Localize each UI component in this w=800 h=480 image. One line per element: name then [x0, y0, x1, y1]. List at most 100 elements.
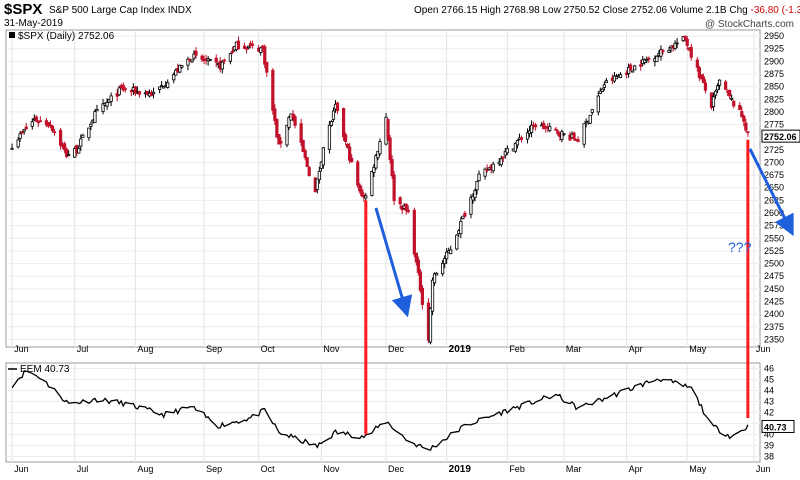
blue-arrow-down-dec	[374, 207, 413, 318]
candle-body	[746, 131, 750, 134]
candle-body	[443, 258, 447, 265]
candle-body	[101, 103, 105, 112]
candle-body	[117, 87, 121, 96]
candle-body	[246, 45, 251, 49]
candle-body	[645, 59, 649, 61]
candle-body	[172, 74, 176, 81]
candle-body	[572, 132, 576, 140]
price-last-value: 2752.06	[764, 132, 797, 142]
candle-body	[95, 109, 99, 112]
candle-body	[596, 95, 600, 113]
candle-body	[562, 133, 566, 136]
candle-body	[713, 90, 718, 96]
candle-body	[329, 121, 334, 126]
eem-y-tick-label: 43	[764, 397, 774, 407]
candle-body	[455, 234, 459, 250]
eem-x-tick-label: Mar	[566, 464, 582, 474]
price-y-tick-label: 2900	[764, 56, 784, 66]
eem-x-tick-label: Sep	[206, 464, 222, 474]
candle-body	[388, 137, 392, 160]
candle-body	[503, 151, 507, 156]
candle-body	[602, 84, 606, 88]
change-value: -36.80 (-1.32%)	[750, 5, 800, 16]
index-name-text: S&P 500 Large Cap Index	[49, 5, 166, 16]
price-y-tick-label: 2825	[764, 94, 784, 104]
candle-body	[715, 85, 720, 91]
candle-body	[732, 100, 736, 107]
candle-body	[50, 125, 55, 132]
candle-body	[186, 58, 190, 66]
price-last-value-box	[761, 129, 800, 143]
candle-body	[627, 67, 631, 74]
candle-body	[137, 91, 142, 95]
candle-body	[604, 80, 608, 84]
candle-body	[582, 123, 586, 145]
price-y-tick-label: 2425	[764, 296, 784, 306]
chart-date: 31-May-2019	[4, 18, 63, 29]
candle-body	[667, 49, 671, 53]
candle-body	[46, 122, 51, 127]
candle-body	[483, 168, 487, 177]
candle-body	[639, 64, 643, 67]
candle-body	[469, 197, 473, 215]
price-x-tick-label: Aug	[137, 344, 153, 354]
close-label: Close	[602, 5, 629, 16]
candle-body	[145, 90, 150, 95]
candle-body	[178, 64, 182, 73]
candle-body	[742, 115, 746, 122]
candle-body	[24, 126, 28, 130]
candle-body	[629, 64, 633, 70]
candle-body	[556, 130, 560, 135]
candle-body	[327, 124, 332, 150]
candle-body	[162, 86, 166, 89]
candle-body	[525, 132, 530, 140]
candle-body	[305, 157, 309, 168]
candle-body	[430, 279, 435, 312]
candle-body	[673, 42, 677, 49]
candle-body	[554, 128, 558, 131]
candle-body	[730, 97, 734, 100]
candle-body	[16, 139, 20, 148]
candle-body	[378, 141, 382, 155]
candle-body	[293, 116, 297, 126]
candle-body	[160, 85, 164, 87]
candle-body	[52, 131, 57, 134]
price-y-tick-label: 2950	[764, 31, 784, 41]
open-value: 2766.15	[441, 5, 478, 16]
candle-body	[89, 123, 93, 127]
candle-body	[121, 84, 125, 91]
price-x-tick-label: Sep	[206, 344, 222, 354]
candle-body	[346, 143, 350, 148]
candle-body	[166, 82, 170, 88]
candle-body	[214, 57, 218, 63]
price-y-tick-label: 2650	[764, 183, 784, 193]
candle-body	[109, 95, 113, 102]
candle-body	[548, 126, 552, 131]
eem-x-tick-label: Feb	[509, 464, 525, 474]
candle-body	[655, 55, 659, 63]
candle-body	[374, 155, 378, 169]
eem-x-tick-label: Jun	[756, 464, 771, 474]
candle-body	[428, 308, 433, 343]
candle-body	[701, 76, 705, 84]
price-y-tick-label: 2800	[764, 107, 784, 117]
candle-body	[744, 122, 748, 131]
candle-body	[321, 147, 325, 166]
candle-body	[724, 81, 728, 90]
price-x-tick-label: Jul	[77, 344, 89, 354]
candle-body	[515, 140, 520, 146]
candle-body	[360, 189, 364, 197]
candle-body	[222, 59, 226, 62]
candle-body	[501, 156, 505, 159]
price-y-tick-label: 2525	[764, 246, 784, 256]
candle-body	[728, 89, 732, 97]
volume-label: Volume	[669, 5, 704, 16]
candle-body	[372, 166, 376, 173]
candle-body	[418, 271, 422, 291]
eem-y-tick-label: 38	[764, 452, 774, 462]
low-label: Low	[542, 5, 561, 16]
candle-body	[30, 121, 34, 127]
price-y-tick-label: 2575	[764, 221, 784, 231]
